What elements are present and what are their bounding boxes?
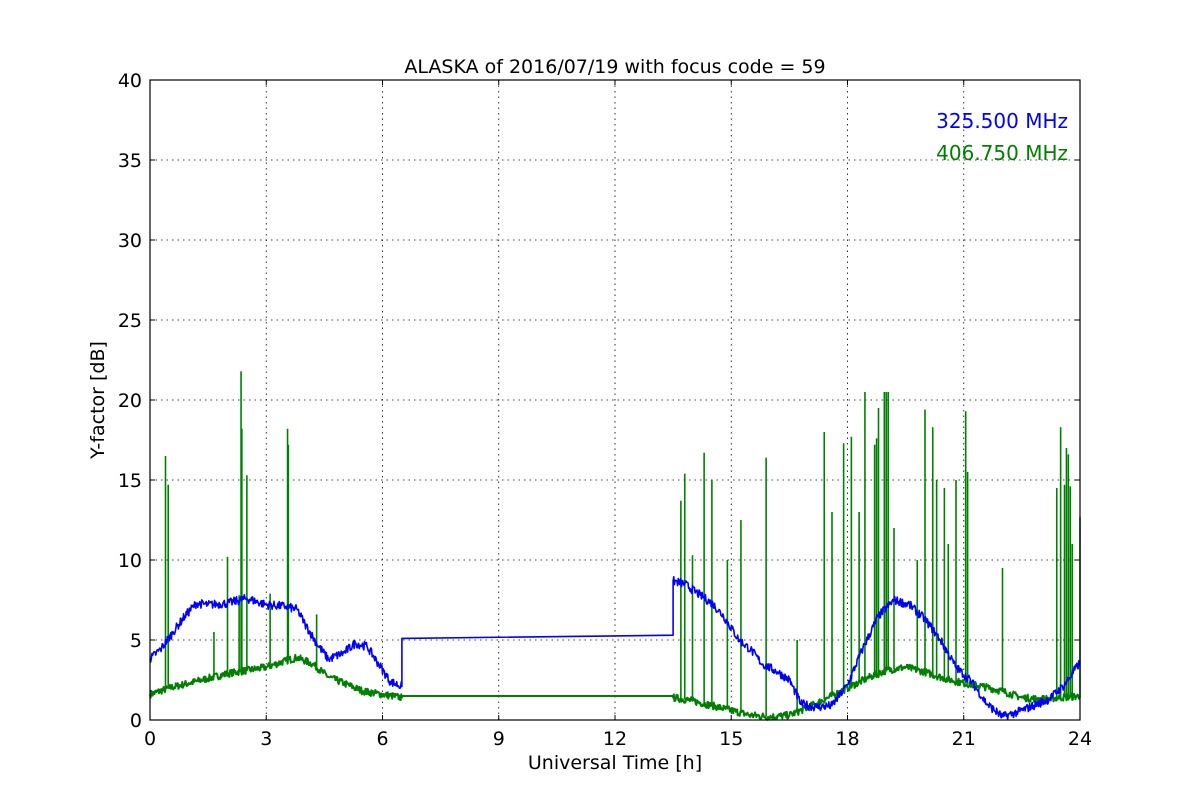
series-line <box>149 576 1081 721</box>
y-tick-label: 10 <box>118 550 142 572</box>
y-tick-label: 40 <box>118 70 142 92</box>
x-tick-label: 18 <box>835 728 859 750</box>
x-tick-label: 3 <box>260 728 272 750</box>
y-tick-label: 25 <box>118 310 142 332</box>
y-tick-label: 35 <box>118 150 142 172</box>
x-tick-label: 9 <box>493 728 505 750</box>
axis-ticks: 0 3 6 9 12 15 18 21 24 0 5 10 15 20 25 30 35 40 <box>118 70 1092 750</box>
legend: 325.500 MHz 406.750 MHz <box>936 109 1068 165</box>
legend-label: 406.750 MHz <box>936 141 1068 165</box>
y-tick-label: 5 <box>130 630 142 652</box>
y-tick-label: 0 <box>130 710 142 732</box>
series-line <box>149 653 1081 721</box>
x-tick-label: 24 <box>1068 728 1092 750</box>
y-tick-label: 20 <box>118 390 142 412</box>
x-tick-label: 0 <box>144 728 156 750</box>
grid <box>150 80 1080 720</box>
y-tick-label: 15 <box>118 470 142 492</box>
y-axis-label: Y-factor [dB] <box>87 341 109 460</box>
series-1 <box>149 576 1081 721</box>
x-tick-label: 12 <box>603 728 627 750</box>
x-tick-label: 15 <box>719 728 743 750</box>
x-tick-label: 6 <box>376 728 388 750</box>
x-axis-label: Universal Time [h] <box>528 752 702 774</box>
y-tick-label: 30 <box>118 230 142 252</box>
series-2 <box>149 371 1081 721</box>
x-tick-label: 21 <box>952 728 976 750</box>
chart-title: ALASKA of 2016/07/19 with focus code = 5… <box>404 56 825 78</box>
plot-frame <box>149 79 1081 721</box>
legend-label: 325.500 MHz <box>936 109 1068 133</box>
series-layer <box>149 371 1081 721</box>
